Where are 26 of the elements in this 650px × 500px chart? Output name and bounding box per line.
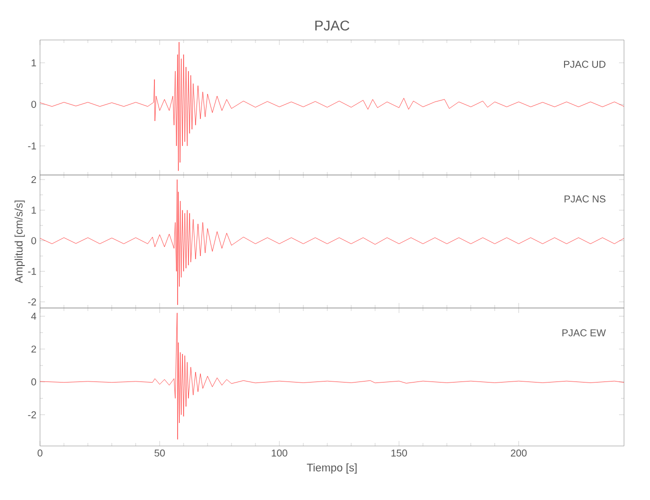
y-tick-label: 0: [31, 378, 36, 386]
x-axis-title: Tiempo [s]: [306, 463, 357, 474]
y-tick-label: -2: [28, 411, 36, 418]
line-series: [40, 179, 624, 306]
y-tick-label: 0: [31, 237, 36, 244]
y-tick-label: -1: [28, 142, 36, 150]
y-tick-label: -1: [28, 268, 36, 275]
annotation: PJAC EW: [562, 329, 606, 336]
y-tick-label: 1: [32, 59, 36, 66]
x-tick-label: 0: [38, 450, 42, 457]
x-tick-label: 200: [510, 450, 527, 457]
y-tick-label: 0: [31, 100, 36, 108]
x-tick-label: 100: [272, 450, 288, 457]
y-tick-label: 2: [31, 176, 36, 184]
x-tick-label: 50: [154, 450, 165, 457]
y-tick-label: 2: [31, 346, 36, 353]
line-series: [40, 42, 624, 172]
y-axis-title: Amplitud [cm/s/s]: [14, 200, 25, 284]
annotation: PJAC UD: [564, 60, 606, 68]
y-tick-label: 4: [31, 312, 36, 320]
line-series: [40, 312, 624, 440]
y-tick-label: -2: [28, 298, 36, 306]
x-tick-label: 150: [391, 450, 407, 457]
y-tick-label: 1: [32, 206, 36, 214]
chart-title: PJAC: [315, 20, 350, 30]
annotation: PJAC NS: [564, 195, 606, 202]
